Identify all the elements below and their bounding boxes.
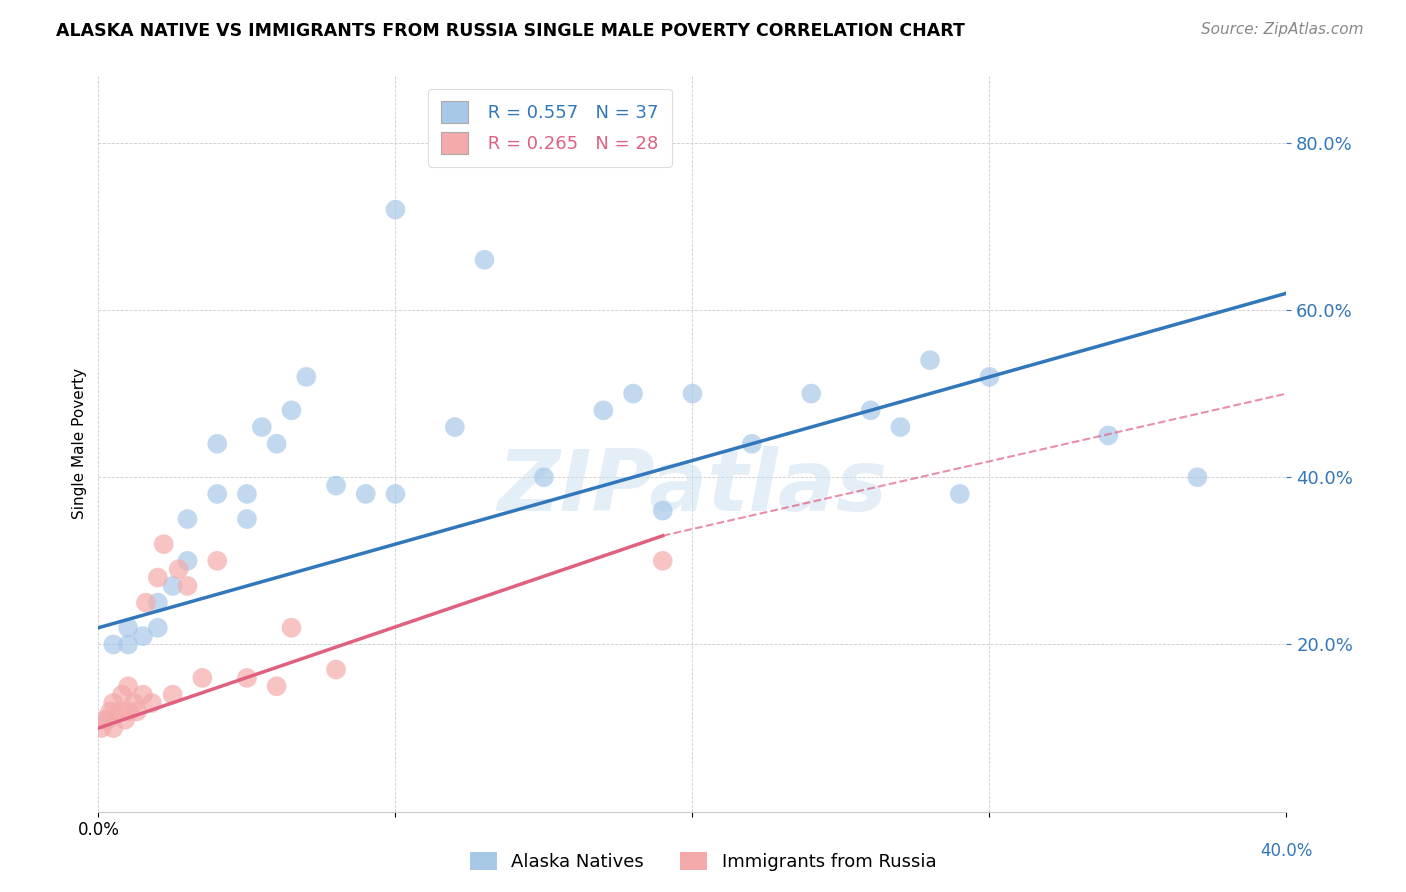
Point (103, 696, 125, 710)
Point (325, 663, 347, 677)
Point (651, 554, 673, 568)
Point (117, 621, 139, 635)
Text: 40.0%: 40.0% (1260, 842, 1313, 860)
Point (108, 705, 131, 719)
Point (384, 202, 406, 217)
Point (1097, 428, 1119, 442)
Text: Source: ZipAtlas.com: Source: ZipAtlas.com (1201, 22, 1364, 37)
Point (117, 637, 139, 651)
Text: ZIPatlas: ZIPatlas (498, 446, 887, 530)
Point (592, 403, 614, 417)
Point (132, 629, 155, 643)
Point (979, 369, 1001, 384)
Point (167, 562, 190, 576)
Point (162, 688, 184, 702)
Point (132, 688, 155, 702)
Point (125, 705, 148, 719)
Point (533, 470, 555, 484)
Point (889, 420, 911, 434)
Point (111, 688, 134, 702)
Point (280, 403, 302, 417)
Point (205, 487, 228, 501)
Point (250, 420, 273, 434)
Point (176, 579, 198, 593)
Point (354, 487, 377, 501)
Point (152, 537, 174, 551)
Text: ALASKA NATIVE VS IMMIGRANTS FROM RUSSIA SINGLE MALE POVERTY CORRELATION CHART: ALASKA NATIVE VS IMMIGRANTS FROM RUSSIA … (56, 22, 965, 40)
Point (651, 503, 673, 517)
Point (384, 487, 406, 501)
Point (949, 487, 972, 501)
Y-axis label: Single Male Poverty: Single Male Poverty (72, 368, 87, 519)
Point (681, 386, 703, 401)
Point (205, 554, 228, 568)
Point (474, 252, 496, 267)
Point (103, 721, 125, 735)
Point (295, 369, 318, 384)
Point (135, 596, 157, 610)
Legend:  R = 0.557   N = 37,  R = 0.265   N = 28: R = 0.557 N = 37, R = 0.265 N = 28 (429, 88, 672, 167)
Point (146, 596, 169, 610)
Point (266, 436, 288, 450)
Point (205, 436, 228, 450)
Legend: Alaska Natives, Immigrants from Russia: Alaska Natives, Immigrants from Russia (463, 845, 943, 879)
Point (443, 420, 465, 434)
Point (98, 705, 121, 719)
Point (176, 512, 198, 526)
Point (236, 487, 259, 501)
Point (236, 512, 259, 526)
Point (146, 571, 169, 585)
Point (96, 713, 118, 727)
Point (117, 679, 139, 693)
Point (621, 386, 644, 401)
Point (90, 721, 112, 735)
Point (236, 671, 259, 685)
Point (191, 671, 214, 685)
Point (280, 621, 302, 635)
Point (103, 637, 125, 651)
Point (741, 436, 763, 450)
Point (93, 713, 115, 727)
Point (800, 386, 823, 401)
Point (920, 353, 942, 368)
Point (325, 478, 347, 492)
Point (117, 705, 139, 719)
Point (122, 696, 145, 710)
Point (114, 713, 136, 727)
Point (141, 696, 163, 710)
Point (859, 403, 882, 417)
Point (266, 679, 288, 693)
Point (146, 621, 169, 635)
Point (176, 554, 198, 568)
Point (162, 579, 184, 593)
Point (1187, 470, 1209, 484)
